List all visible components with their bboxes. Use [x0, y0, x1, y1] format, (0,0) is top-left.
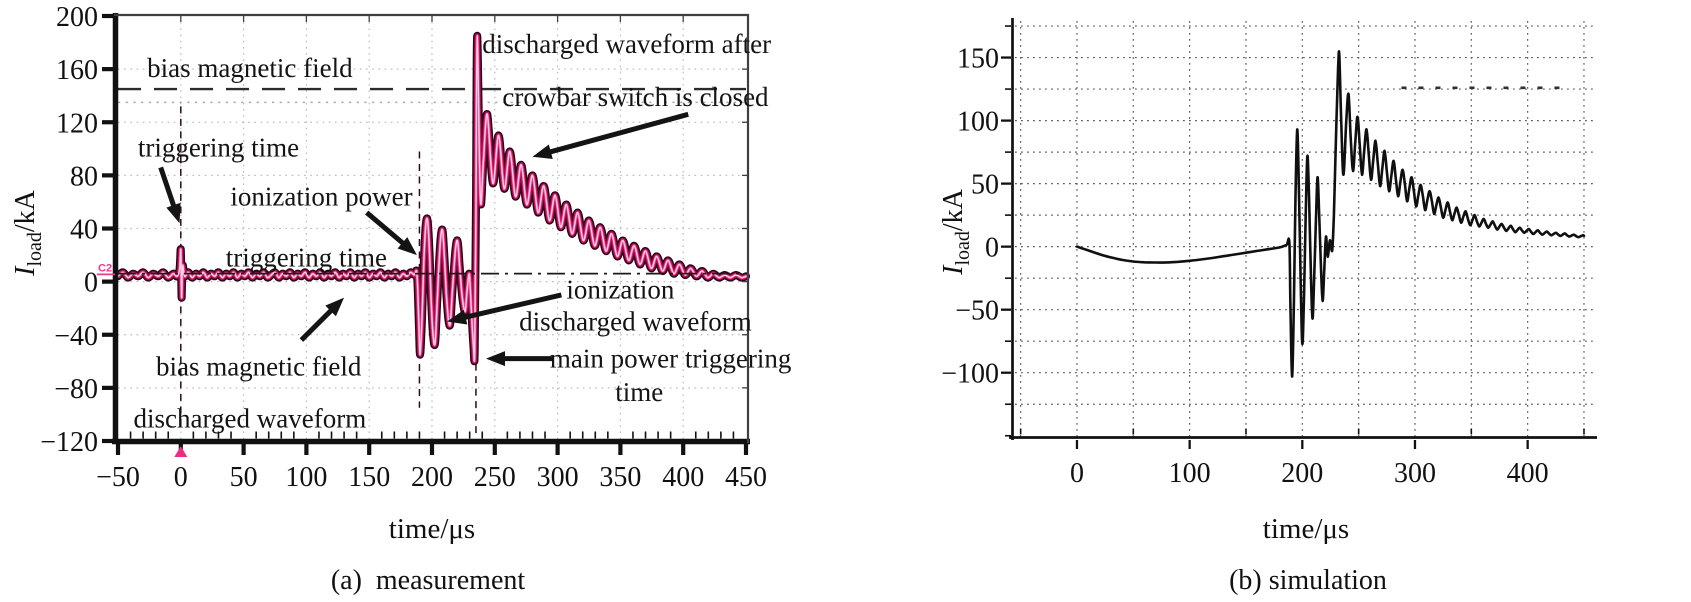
x-tick-label: 0: [1070, 458, 1084, 489]
annotation-text: ionization: [566, 275, 674, 305]
arrow-to-main-power-trigger-line-head: [486, 351, 506, 367]
annotation-text: discharged waveform after: [482, 29, 771, 59]
x-tick-label: 150: [348, 462, 390, 493]
x-tick-label: 400: [1507, 458, 1549, 489]
annotation-text: discharged waveform: [134, 403, 367, 433]
y-axis-symbol-a: I: [10, 265, 41, 277]
y-tick-label: 160: [56, 55, 98, 86]
x-axis-label-a: time/μs: [389, 513, 475, 545]
series-group: [1075, 50, 1586, 378]
y-tick-label: −120: [40, 427, 98, 458]
arrow-to-ionization-start: [365, 210, 408, 248]
arrow-to-crowbar-ringing: [545, 111, 689, 156]
chart-simulation-plot-layers: 150 100 50 0 −50 −100 0 100 200 300 400: [941, 18, 1597, 489]
y-axis-label-b: Iload/kA: [938, 188, 974, 276]
y-tick-label: 120: [56, 108, 98, 139]
annotation-text: main power triggering: [550, 344, 791, 374]
arrow-to-ionization-trough: [460, 292, 562, 321]
x-tick-label: −50: [96, 462, 140, 493]
y-axis-unit-b: /kA: [938, 188, 969, 231]
y-axis-subscript-b: load: [952, 231, 974, 265]
x-tick-label: 0: [174, 462, 188, 493]
y-axis-symbol-b: I: [938, 264, 969, 276]
x-tick-label: 50: [230, 462, 258, 493]
annotation-text: discharged waveform: [519, 306, 752, 336]
trigger-position-marker: [174, 446, 188, 457]
y-tick-label: −80: [54, 374, 98, 405]
annotation-text: bias magnetic field: [147, 53, 353, 83]
annotation-text: triggering time: [138, 132, 299, 162]
channel-c2-label: C2: [98, 262, 112, 274]
arrow-to-bias-trigger-spike-head: [166, 202, 181, 224]
x-tick-label: 300: [1394, 458, 1436, 489]
arrow-to-crowbar-ringing-head: [532, 144, 553, 160]
x-tick-label: 250: [474, 462, 516, 493]
x-tick-label: 400: [662, 462, 704, 493]
x-tick-label: 350: [599, 462, 641, 493]
chart-simulation: 150 100 50 0 −50 −100 0 100 200 300 400 time/μs Il…: [938, 18, 1597, 596]
y-tick-label: −40: [54, 321, 98, 352]
annotation-text: crowbar switch is closed: [502, 82, 769, 112]
y-axis-unit-a: /kA: [10, 189, 41, 232]
y-tick-label: 150: [957, 44, 999, 75]
caption-measurement: (a) measurement: [331, 565, 526, 596]
x-tick-label: 300: [537, 462, 579, 493]
waveform-trace-layer: [1075, 50, 1586, 378]
y-tick-label: −100: [941, 359, 999, 390]
x-tick-label: 450: [725, 462, 767, 493]
waveform-trace-layer: [117, 35, 747, 362]
arrow-to-bias-trigger-spike: [158, 166, 178, 211]
y-tick-label: 0: [84, 268, 98, 299]
y-tick-label: 80: [70, 161, 98, 192]
y-tick-label: 200: [56, 2, 98, 33]
arrow-to-bias-discharge-trace: [299, 305, 336, 342]
annotation-text: time: [615, 377, 663, 407]
y-axis-label-a: Iload/kA: [10, 189, 46, 277]
arrow-to-ionization-trough-head: [447, 309, 468, 325]
arrow-to-ionization-start-head: [397, 237, 417, 256]
y-tick-label: 100: [957, 107, 999, 138]
x-tick-label: 100: [1169, 458, 1211, 489]
caption-simulation: (b) simulation: [1229, 565, 1387, 596]
x-axis-label-b: time/μs: [1263, 513, 1349, 545]
y-tick-label: −50: [955, 296, 999, 327]
series-group: [116, 31, 750, 366]
annotation-text: ionization power: [230, 182, 412, 212]
x-tick-label: 200: [411, 462, 453, 493]
y-axis-subscript-a: load: [24, 232, 46, 266]
y-tick-label: 40: [70, 215, 98, 246]
x-tick-label: 100: [285, 462, 327, 493]
annotation-text: triggering time: [226, 243, 387, 273]
y-tick-label: 0: [985, 233, 999, 264]
arrow-to-bias-discharge-trace-head: [325, 297, 345, 317]
annotation-text: bias magnetic field: [156, 352, 362, 382]
x-tick-label: 200: [1281, 458, 1323, 489]
y-tick-label: 50: [971, 170, 999, 201]
